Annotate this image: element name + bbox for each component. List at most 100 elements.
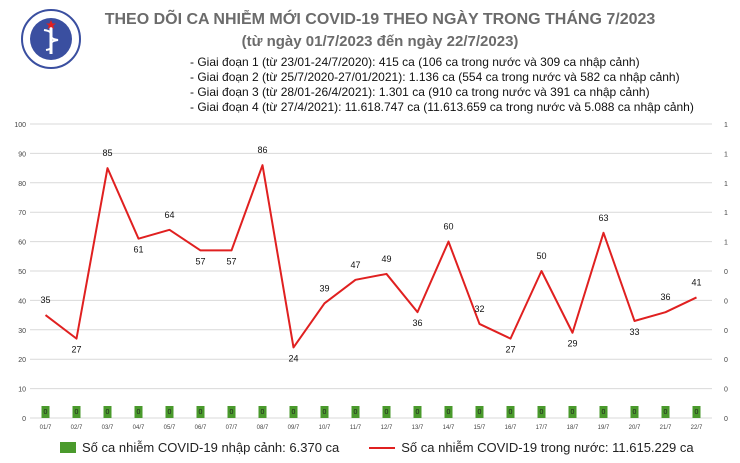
series-line [44, 164, 697, 349]
x-tick-label: 04/7 [133, 425, 145, 431]
bar-value-label: 0 [540, 409, 544, 416]
bar [444, 406, 453, 418]
bar [506, 406, 515, 418]
y-tick-label: 40 [18, 298, 26, 305]
bar-value-label: 0 [292, 409, 296, 416]
data-label: 33 [629, 327, 639, 337]
phase-notes: Giai đoạn 1 (từ 23/01-24/7/2020): 415 ca… [190, 55, 694, 115]
y2-tick-label: 0 [724, 269, 728, 276]
y2-tick-label: 1 [724, 181, 728, 188]
x-tick-label: 09/7 [288, 425, 300, 431]
bar-value-label: 0 [261, 409, 265, 416]
data-label: 57 [195, 256, 205, 266]
y-tick-label: 20 [18, 357, 26, 364]
data-label: 50 [536, 251, 546, 261]
data-label: 27 [505, 345, 515, 355]
data-label: 63 [598, 213, 608, 223]
bar [134, 406, 143, 418]
x-tick-label: 07/7 [226, 425, 238, 431]
y-tick-label: 70 [18, 210, 26, 217]
data-label: 24 [288, 353, 298, 363]
x-tick-label: 03/7 [102, 425, 114, 431]
x-tick-label: 14/7 [443, 425, 455, 431]
bar [413, 406, 422, 418]
y2-tick-label: 0 [724, 357, 728, 364]
x-tick-label: 15/7 [474, 425, 486, 431]
x-tick-label: 16/7 [505, 425, 517, 431]
x-tick-label: 10/7 [319, 425, 331, 431]
phase-note: Giai đoạn 2 (từ 25/7/2020-27/01/2021): 1… [190, 70, 694, 85]
y-tick-label: 30 [18, 328, 26, 335]
y2-tick-label: 0 [724, 298, 728, 305]
chart-subtitle: (từ ngày 01/7/2023 đến ngày 22/7/2023) [241, 33, 519, 50]
bar-value-label: 0 [106, 409, 110, 416]
bar [599, 406, 608, 418]
y-tick-label: 80 [18, 181, 26, 188]
bar-value-label: 0 [571, 409, 575, 416]
x-tick-label: 12/7 [381, 425, 393, 431]
x-tick-label: 17/7 [536, 425, 548, 431]
bar [692, 406, 701, 418]
x-tick-label: 20/7 [629, 425, 641, 431]
phase-note: Giai đoạn 4 (từ 27/4/2021): 11.618.747 c… [190, 100, 694, 115]
y2-tick-label: 0 [724, 328, 728, 335]
bar-value-label: 0 [447, 409, 451, 416]
bar [72, 406, 81, 418]
x-tick-label: 18/7 [567, 425, 579, 431]
bar [196, 406, 205, 418]
bar-value-label: 0 [323, 409, 327, 416]
y-tick-label: 90 [18, 151, 26, 158]
bar [320, 406, 329, 418]
x-tick-label: 11/7 [350, 425, 362, 431]
legend-label-domestic: Số ca nhiễm COVID-19 trong nước: 11.615.… [401, 440, 694, 455]
bar [258, 406, 267, 418]
bar [630, 406, 639, 418]
bar [289, 406, 298, 418]
legend-swatch-line [369, 446, 396, 449]
bar-value-label: 0 [509, 409, 513, 416]
data-label: 27 [71, 345, 81, 355]
bar-value-label: 0 [416, 409, 420, 416]
bar-value-label: 0 [478, 409, 482, 416]
phase-note: Giai đoạn 1 (từ 23/01-24/7/2020): 415 ca… [190, 55, 694, 70]
data-label: 61 [133, 245, 143, 255]
bar [475, 406, 484, 418]
bar-value-label: 0 [75, 409, 79, 416]
bar-value-label: 0 [354, 409, 358, 416]
x-tick-label: 08/7 [257, 425, 269, 431]
legend: Số ca nhiễm COVID-19 nhập cảnh: 6.370 ca… [60, 440, 694, 455]
y-tick-label: 100 [14, 122, 26, 129]
x-tick-label: 01/7 [40, 425, 52, 431]
data-label: 32 [474, 304, 484, 314]
x-tick-label: 22/7 [691, 425, 703, 431]
y2-tick-label: 0 [724, 387, 728, 394]
x-tick-label: 02/7 [71, 425, 83, 431]
chart-title: THEO DÕI CA NHIỄM MỚI COVID-19 THEO NGÀY… [104, 11, 656, 28]
data-label: 86 [257, 145, 267, 155]
bar [661, 406, 670, 418]
data-label: 85 [102, 148, 112, 158]
bar-value-label: 0 [168, 409, 172, 416]
y2-tick-label: 1 [724, 151, 728, 158]
data-label: 49 [381, 254, 391, 264]
bar [103, 406, 112, 418]
bar-value-label: 0 [633, 409, 637, 416]
data-label: 57 [226, 256, 236, 266]
bar-value-label: 0 [664, 409, 668, 416]
bar [41, 406, 50, 418]
x-tick-label: 05/7 [164, 425, 176, 431]
bar-value-label: 0 [137, 409, 141, 416]
data-label: 36 [412, 318, 422, 328]
bar [568, 406, 577, 418]
data-label: 39 [319, 283, 329, 293]
data-label: 64 [164, 210, 174, 220]
x-tick-label: 06/7 [195, 425, 207, 431]
legend-swatch-bar [60, 442, 76, 453]
bar-value-label: 0 [385, 409, 389, 416]
bar-value-label: 0 [695, 409, 699, 416]
bar [165, 406, 174, 418]
bar [227, 406, 236, 418]
y-tick-label: 10 [18, 387, 26, 394]
y-tick-label: 0 [22, 416, 26, 423]
data-label: 41 [691, 277, 701, 287]
